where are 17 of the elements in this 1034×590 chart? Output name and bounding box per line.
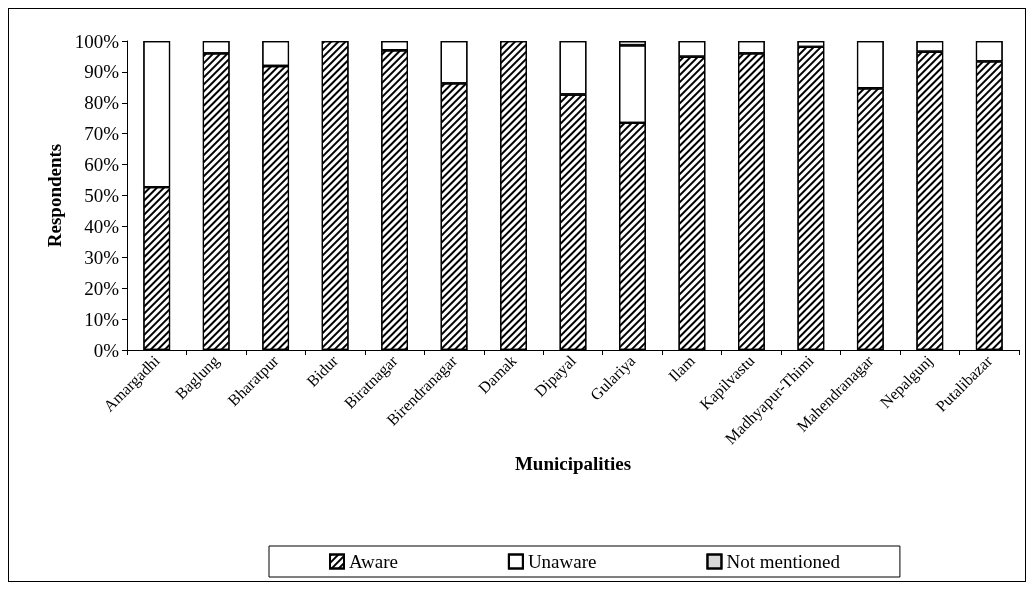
x-tick-label: Ilam [665, 351, 699, 385]
y-tick-label: 100% [74, 30, 120, 52]
y-tick-label: 80% [84, 92, 120, 114]
x-axis-title: Municipalities [514, 453, 632, 475]
y-tick-label: 90% [84, 61, 120, 83]
y-tick-label: 60% [84, 154, 120, 176]
y-tick-label: 0% [93, 339, 120, 361]
legend-label: Aware [349, 551, 398, 572]
y-tick-label: 10% [84, 308, 120, 330]
y-axis-title: Respondents [43, 143, 65, 248]
y-tick-label: 70% [84, 123, 120, 145]
y-tick-label: 40% [84, 215, 120, 237]
y-tick-label: 50% [84, 185, 120, 206]
legend-label: Not mentioned [726, 551, 841, 572]
y-tick-label: 30% [84, 246, 120, 268]
legend-label: Unaware [527, 551, 597, 572]
y-tick-label: 20% [84, 277, 120, 299]
